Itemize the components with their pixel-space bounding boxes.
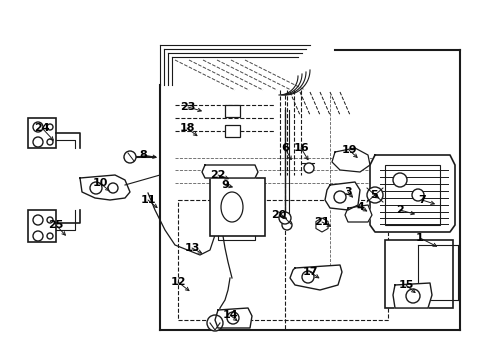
- Text: 25: 25: [49, 220, 64, 230]
- Text: 8: 8: [139, 150, 147, 160]
- Bar: [210, 178, 265, 236]
- Circle shape: [393, 173, 407, 187]
- Text: 7: 7: [418, 195, 426, 205]
- Circle shape: [279, 212, 291, 224]
- Circle shape: [282, 220, 292, 230]
- Circle shape: [33, 137, 43, 147]
- Circle shape: [47, 139, 53, 145]
- Circle shape: [304, 163, 314, 173]
- Circle shape: [33, 231, 43, 241]
- Bar: [385, 240, 453, 308]
- Text: 20: 20: [271, 210, 287, 220]
- Bar: [225, 105, 240, 117]
- Bar: [28, 118, 56, 148]
- Text: 16: 16: [293, 143, 309, 153]
- Circle shape: [227, 312, 239, 324]
- Text: 6: 6: [281, 143, 289, 153]
- Text: 2: 2: [396, 205, 404, 215]
- Bar: [178, 200, 388, 320]
- Circle shape: [47, 124, 53, 130]
- Polygon shape: [332, 148, 370, 172]
- Text: 24: 24: [34, 123, 50, 133]
- Circle shape: [367, 187, 383, 203]
- Text: 4: 4: [356, 202, 364, 212]
- Bar: [225, 125, 240, 137]
- Text: 15: 15: [398, 280, 414, 290]
- Text: 17: 17: [302, 267, 318, 277]
- Text: 19: 19: [341, 145, 357, 155]
- Polygon shape: [393, 283, 432, 308]
- Bar: [385, 165, 440, 225]
- Text: 5: 5: [370, 190, 378, 200]
- Text: 23: 23: [180, 102, 196, 112]
- Circle shape: [412, 189, 424, 201]
- Text: 22: 22: [210, 170, 226, 180]
- Polygon shape: [345, 205, 372, 222]
- Circle shape: [302, 271, 314, 283]
- Text: 11: 11: [140, 195, 156, 205]
- Text: 3: 3: [344, 187, 352, 197]
- Bar: [28, 210, 56, 242]
- Polygon shape: [215, 308, 252, 328]
- Circle shape: [47, 233, 53, 239]
- Polygon shape: [290, 265, 342, 290]
- Text: 10: 10: [92, 178, 108, 188]
- Polygon shape: [202, 165, 258, 178]
- Text: 12: 12: [170, 277, 186, 287]
- Text: 18: 18: [179, 123, 195, 133]
- Text: 13: 13: [184, 243, 200, 253]
- Circle shape: [406, 289, 420, 303]
- Text: 21: 21: [314, 217, 330, 227]
- Text: 14: 14: [222, 310, 238, 320]
- Circle shape: [33, 215, 43, 225]
- Circle shape: [207, 315, 223, 331]
- Circle shape: [47, 217, 53, 223]
- Polygon shape: [80, 175, 130, 200]
- Circle shape: [90, 182, 102, 194]
- Polygon shape: [325, 182, 360, 210]
- Text: 9: 9: [221, 180, 229, 190]
- Circle shape: [124, 151, 136, 163]
- Polygon shape: [370, 155, 455, 232]
- Circle shape: [108, 183, 118, 193]
- Text: 1: 1: [416, 233, 424, 243]
- Circle shape: [334, 191, 346, 203]
- Circle shape: [33, 122, 43, 132]
